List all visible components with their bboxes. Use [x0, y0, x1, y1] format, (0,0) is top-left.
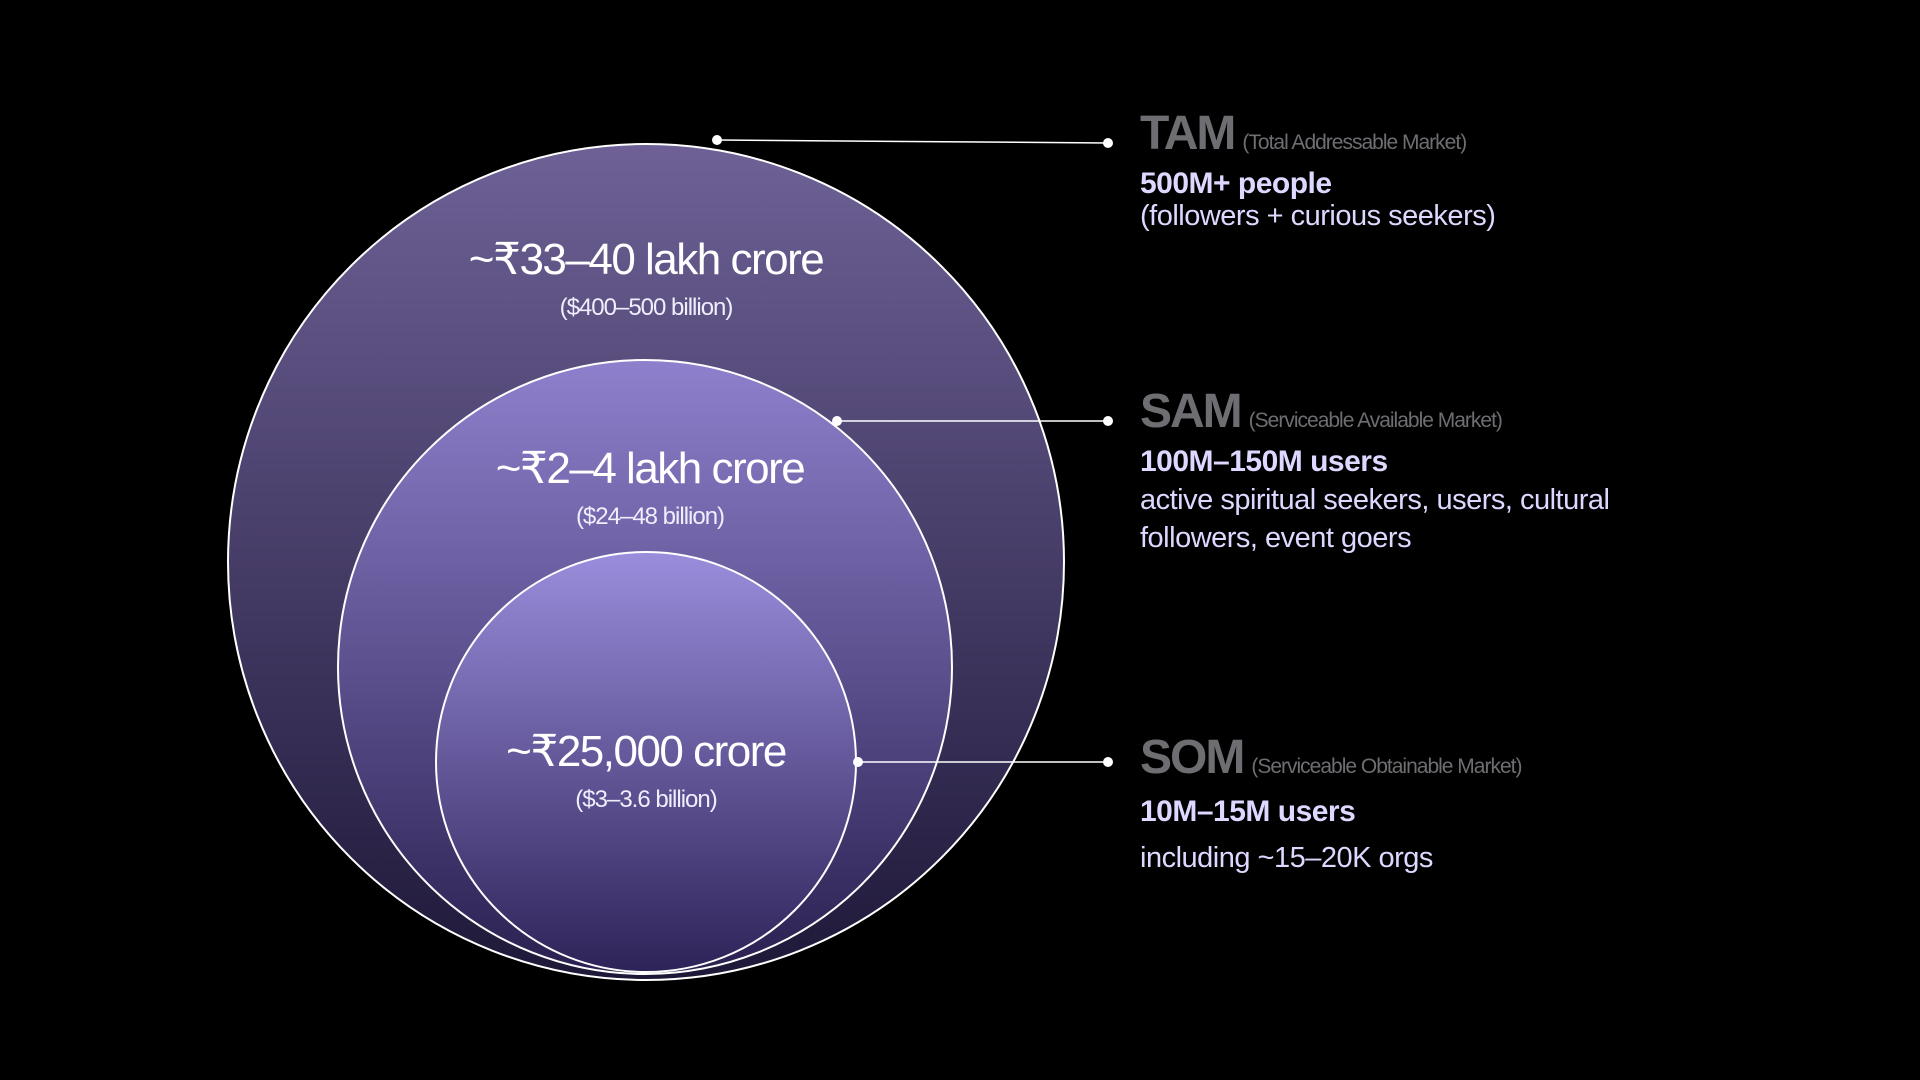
- som-usd: ($3–3.6 billion): [575, 786, 717, 813]
- som-full: (Serviceable Obtainable Market): [1251, 755, 1522, 778]
- tam-abbr: TAM: [1140, 107, 1236, 160]
- som-end-dot: [1103, 757, 1113, 767]
- sam-desc-2: followers, event goers: [1140, 522, 1412, 554]
- tam-legend: TAM (Total Addressable Market) 500M+ peop…: [1140, 106, 1496, 232]
- sam-desc-1: active spiritual seekers, users, cultura…: [1140, 484, 1610, 516]
- sam-end-dot: [1103, 416, 1113, 426]
- sam-value: ~₹2–4 lakh crore: [495, 444, 806, 493]
- som-dot: [853, 757, 863, 767]
- tam-connector: [716, 139, 1109, 144]
- som-stat: 10M–15M users: [1140, 795, 1356, 828]
- sam-usd: ($24–48 billion): [575, 503, 725, 530]
- sam-full: (Serviceable Available Market): [1248, 409, 1503, 432]
- sam-dot: [832, 416, 842, 426]
- som-value: ~₹25,000 crore: [506, 727, 787, 776]
- som-desc: including ~15–20K orgs: [1140, 842, 1433, 874]
- sam-abbr: SAM: [1140, 385, 1243, 438]
- sam-stat: 100M–150M users: [1140, 445, 1388, 478]
- tam-end-dot: [1103, 138, 1113, 148]
- tam-desc: (followers + curious seekers): [1140, 200, 1496, 232]
- som-legend: SOM (Serviceable Obtainable Market) 10M–1…: [1140, 730, 1522, 877]
- sam-legend: SAM (Serviceable Available Market) 100M–1…: [1140, 384, 1610, 557]
- tam-full: (Total Addressable Market): [1242, 131, 1467, 154]
- som-abbr: SOM: [1140, 731, 1245, 784]
- tam-usd: ($400–500 billion): [559, 294, 734, 321]
- tam-stat: 500M+ people: [1140, 167, 1332, 200]
- tam-value: ~₹33–40 lakh crore: [468, 235, 825, 284]
- tam-dot: [712, 135, 722, 145]
